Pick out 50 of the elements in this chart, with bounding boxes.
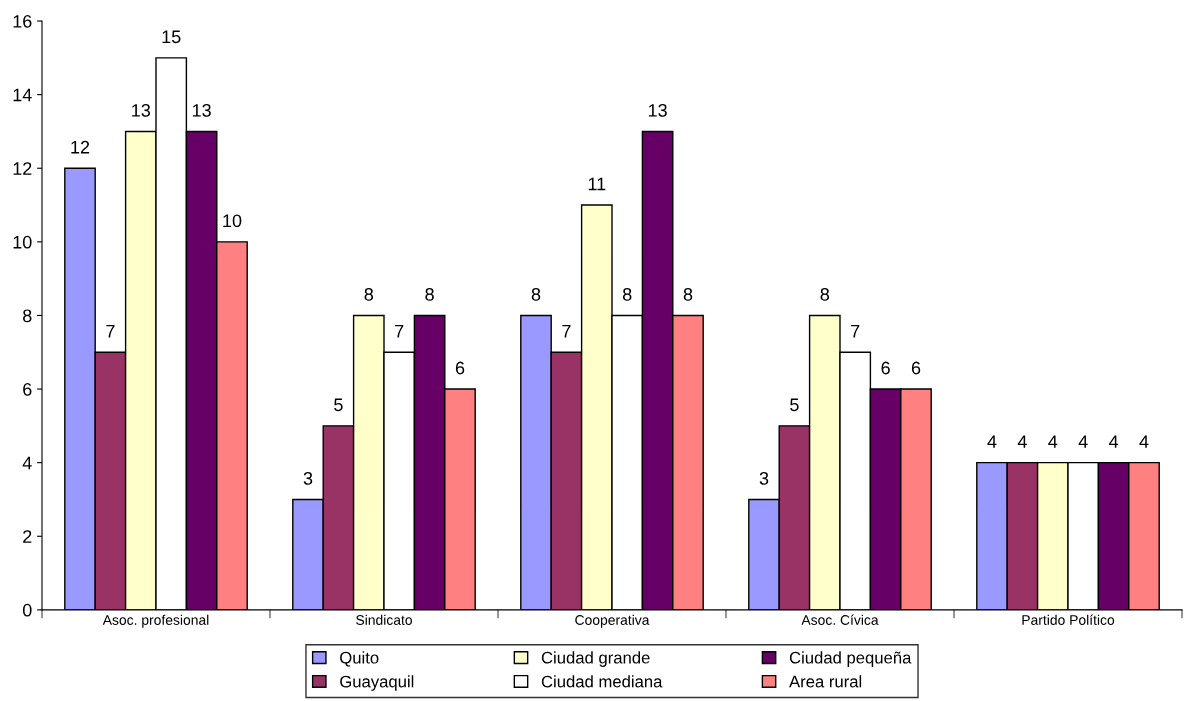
data-label: 13 — [192, 103, 211, 117]
data-label: 5 — [334, 398, 343, 412]
data-label: 3 — [759, 472, 769, 485]
data-label: 3 — [303, 472, 313, 485]
data-label: 15 — [162, 30, 181, 44]
data-label: 4 — [1017, 435, 1027, 448]
y-tick-label: 16 — [13, 14, 32, 28]
data-label: 4 — [987, 435, 997, 448]
y-tick-label: 14 — [13, 88, 32, 102]
x-tick-label: Partido Político — [1022, 614, 1115, 625]
data-label: 6 — [911, 361, 921, 375]
y-tick-label: 4 — [22, 456, 32, 470]
legend-label: Area rural — [789, 675, 862, 688]
data-label: 7 — [395, 324, 404, 338]
data-label: 7 — [562, 324, 571, 338]
y-tick-label: 10 — [13, 235, 32, 249]
x-tick-label: Sindicato — [356, 614, 412, 625]
data-label: 5 — [790, 398, 799, 412]
x-tick-label: Cooperativa — [575, 614, 650, 628]
legend-label: Ciudad grande — [541, 651, 650, 667]
data-label: 6 — [881, 361, 890, 375]
data-label: 10 — [223, 214, 242, 228]
legend-label: Ciudad pequeña — [789, 651, 912, 667]
y-tick-label: 8 — [23, 309, 32, 323]
data-label: 7 — [851, 324, 860, 338]
data-label: 8 — [820, 287, 830, 301]
data-label: 4 — [1108, 435, 1119, 448]
data-label: 12 — [71, 140, 90, 154]
data-label: 11 — [588, 177, 606, 191]
legend-label: Quito — [340, 651, 379, 667]
data-label: 8 — [364, 287, 374, 301]
y-tick-label: 12 — [13, 162, 32, 175]
data-label: 4 — [1139, 435, 1149, 448]
x-tick-label: Asoc. profesional — [102, 614, 209, 628]
data-label: 6 — [455, 361, 465, 375]
y-tick-label: 0 — [22, 603, 32, 617]
data-label: 8 — [531, 287, 541, 301]
data-label: 8 — [622, 287, 632, 301]
data-label: 7 — [106, 324, 115, 338]
legend-label: Guayaquil — [340, 675, 414, 691]
x-tick-label: Asoc. Cívica — [801, 614, 879, 625]
data-label: 8 — [425, 287, 434, 301]
y-tick-label: 6 — [23, 382, 32, 396]
data-label: 8 — [683, 287, 693, 301]
y-tick-label: 2 — [23, 530, 32, 543]
data-label: 4 — [1078, 435, 1088, 448]
data-label: 4 — [1048, 435, 1058, 448]
data-label: 13 — [132, 103, 151, 117]
legend-label: Ciudad mediana — [541, 675, 663, 688]
data-label: 13 — [648, 103, 667, 117]
